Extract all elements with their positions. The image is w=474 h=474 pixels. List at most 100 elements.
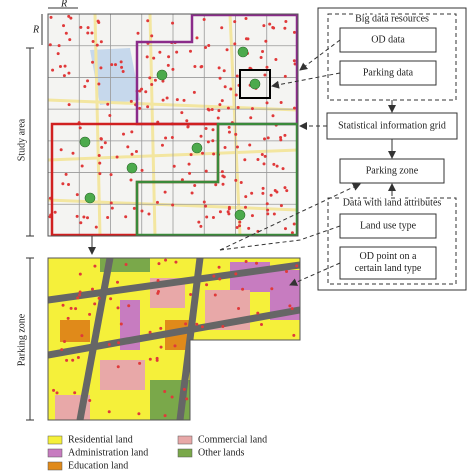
od-point <box>137 412 141 416</box>
od-point <box>136 31 140 35</box>
od-point <box>204 45 208 49</box>
od-point <box>124 262 128 266</box>
od-point <box>271 114 275 118</box>
od-point <box>103 141 107 145</box>
od-point <box>63 340 67 344</box>
od-point <box>175 98 179 102</box>
od-point <box>61 303 65 307</box>
od-point <box>235 382 239 386</box>
od-point <box>244 195 248 199</box>
od-point <box>78 293 82 297</box>
od-point <box>235 226 239 230</box>
bracket <box>26 47 34 237</box>
od-point <box>116 365 120 369</box>
od-point <box>64 172 68 176</box>
od-point <box>190 356 194 360</box>
od-point <box>272 162 276 166</box>
od-point <box>148 357 152 361</box>
od-point <box>106 102 110 106</box>
od-point <box>218 103 222 107</box>
od-point <box>227 344 231 348</box>
od-point <box>74 307 78 311</box>
od-point <box>71 151 75 155</box>
od-point <box>214 183 218 187</box>
od-point <box>256 311 260 315</box>
od-point <box>97 154 101 158</box>
od-point <box>220 99 224 103</box>
od-point <box>146 19 150 23</box>
od-point <box>206 107 210 111</box>
od-point <box>109 201 113 205</box>
od-point <box>51 68 55 72</box>
od-point <box>184 322 188 326</box>
od-point <box>171 67 175 71</box>
od-point <box>148 330 152 334</box>
od-point <box>99 137 103 141</box>
od-point <box>126 145 130 149</box>
od-point <box>63 64 67 68</box>
od-point <box>250 214 254 218</box>
od-point <box>71 358 75 362</box>
od-point <box>75 214 79 218</box>
od-point <box>211 216 215 220</box>
od-point <box>238 224 242 228</box>
od-point <box>260 400 264 404</box>
od-point <box>122 132 126 136</box>
zones <box>50 13 299 237</box>
od-point <box>255 261 259 265</box>
od-point <box>94 225 98 229</box>
od-point <box>156 291 160 295</box>
od-point <box>250 107 254 111</box>
od-point <box>140 209 144 213</box>
od-point <box>225 48 229 52</box>
od-point <box>216 116 220 120</box>
od-point <box>64 31 68 35</box>
od-point <box>229 87 233 91</box>
od-point <box>174 260 178 264</box>
od-point <box>285 189 289 193</box>
od-point <box>200 367 204 371</box>
od-point <box>266 212 270 216</box>
od-point <box>261 191 265 195</box>
od-point <box>130 152 134 156</box>
od-point <box>52 388 56 392</box>
od-point <box>75 193 79 197</box>
od-point <box>255 370 259 374</box>
od-point <box>201 151 205 155</box>
od-point <box>218 210 222 214</box>
od-point <box>220 26 224 30</box>
od-point <box>187 162 191 166</box>
side-label: Study area <box>16 118 27 161</box>
od-point <box>182 387 186 391</box>
od-point <box>246 37 250 41</box>
bracket <box>26 257 34 421</box>
od-point <box>248 143 252 147</box>
od-point <box>221 325 225 329</box>
od-point <box>140 168 144 172</box>
od-point <box>234 178 238 182</box>
od-point <box>69 306 73 310</box>
od-point <box>231 406 235 410</box>
od-point <box>159 345 163 349</box>
od-point <box>250 191 254 195</box>
od-point <box>204 127 208 131</box>
od-point <box>234 93 238 97</box>
od-point <box>266 136 270 140</box>
od-point <box>234 132 238 136</box>
od-point <box>211 139 215 143</box>
od-point <box>247 226 251 230</box>
od-point <box>48 43 52 47</box>
od-point <box>204 348 208 352</box>
od-point <box>293 106 297 110</box>
od-point <box>264 39 268 43</box>
od-point <box>279 204 283 208</box>
od-point <box>61 182 65 186</box>
node <box>326 112 458 140</box>
od-point <box>82 215 86 219</box>
od-point <box>158 50 162 54</box>
od-point <box>274 372 278 376</box>
od-point <box>83 84 87 88</box>
od-point <box>277 371 281 375</box>
od-point <box>93 302 97 306</box>
od-point <box>109 173 113 177</box>
